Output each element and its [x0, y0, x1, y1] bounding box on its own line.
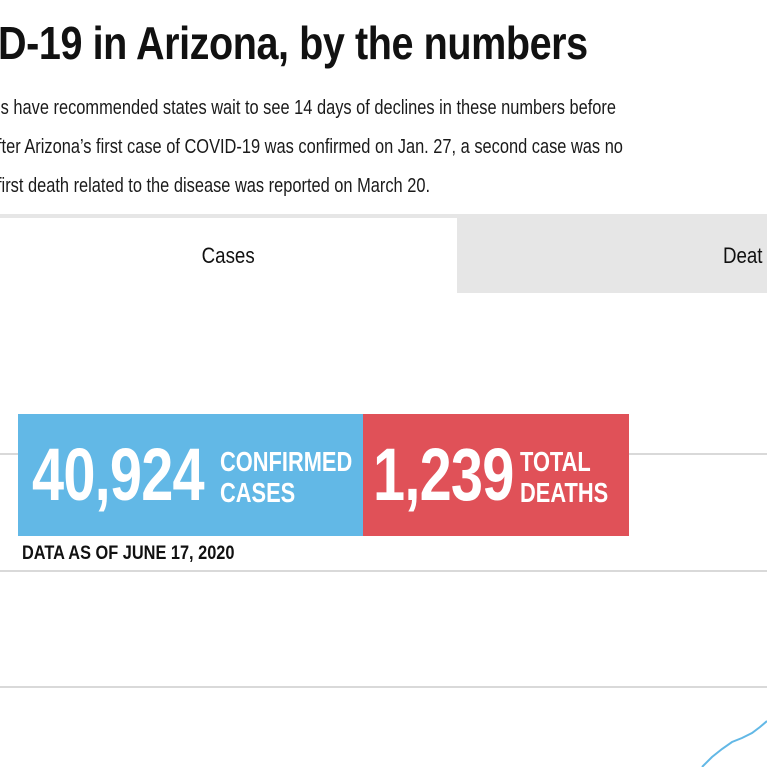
- tab-cases-label: Cases: [201, 242, 255, 268]
- total-deaths-label: TOTAL DEATHS: [520, 446, 608, 508]
- page-title: D-19 in Arizona, by the numbers: [0, 17, 588, 69]
- cases-trend-series: [701, 720, 767, 767]
- confirmed-cases-label-line1: CONFIRMED: [220, 446, 353, 477]
- total-deaths-panel: 1,239 TOTAL DEATHS: [363, 414, 629, 536]
- tab-cases[interactable]: Cases: [0, 218, 457, 293]
- chart-gridline: [0, 686, 767, 688]
- chart-gridline: [0, 570, 767, 572]
- confirmed-cases-value: 40,924: [32, 433, 205, 516]
- tab-deaths[interactable]: Deat: [458, 218, 767, 293]
- description-line-2: fter Arizona’s first case of COVID-19 wa…: [0, 136, 623, 158]
- description-line-3: first death related to the disease was r…: [0, 175, 431, 197]
- tab-deaths-label: Deat: [723, 242, 763, 268]
- chart-gridline-left: [0, 453, 18, 455]
- confirmed-cases-label-line2: CASES: [220, 477, 296, 508]
- total-deaths-label-line2: DEATHS: [520, 477, 609, 508]
- chart-gridline-right: [629, 453, 767, 455]
- confirmed-cases-panel: 40,924 CONFIRMED CASES: [18, 414, 363, 536]
- total-deaths-label-line1: TOTAL: [520, 446, 591, 477]
- description-line-1: ls have recommended states wait to see 1…: [0, 97, 616, 119]
- data-as-of-note: DATA AS OF JUNE 17, 2020: [22, 543, 235, 564]
- confirmed-cases-label: CONFIRMED CASES: [220, 446, 352, 508]
